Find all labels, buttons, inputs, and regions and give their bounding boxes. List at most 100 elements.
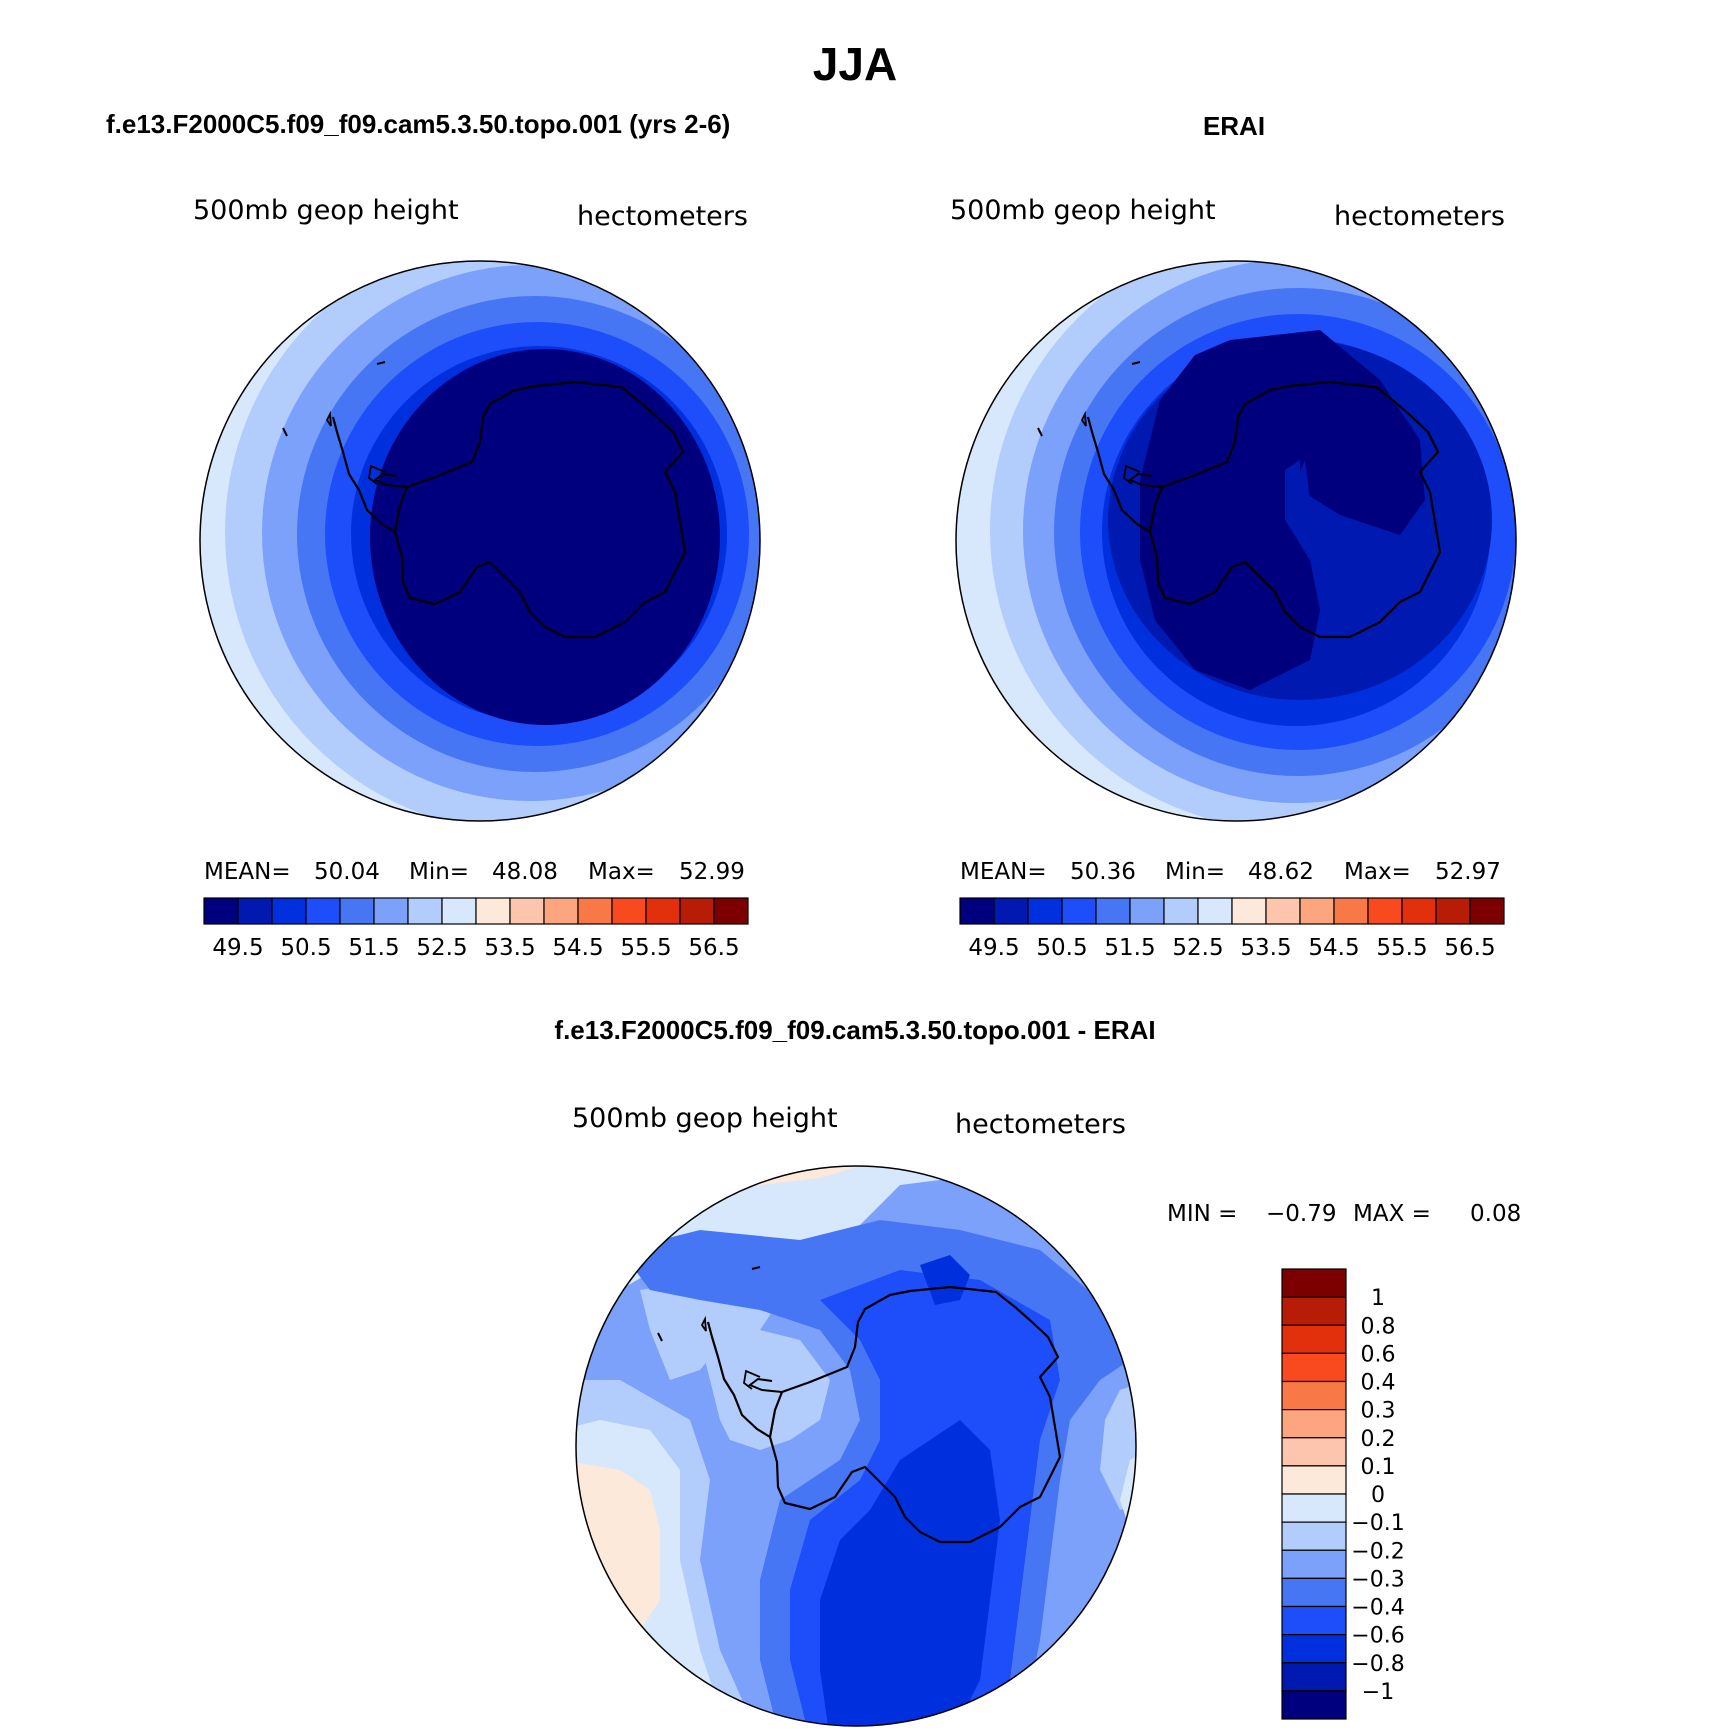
stat-min-value: 48.08 xyxy=(492,859,558,885)
colorbar-tick-label: 0.2 xyxy=(1361,1427,1396,1452)
colorbar-tick-label: 52.5 xyxy=(1172,935,1223,961)
colorbar-tick-label: 51.5 xyxy=(348,935,399,961)
figure-title: JJA xyxy=(813,38,897,90)
colorbar-tick-label: 0.6 xyxy=(1361,1342,1396,1367)
colorbar-swatch xyxy=(1061,897,1097,925)
colorbar-swatch xyxy=(407,897,443,925)
colorbar-tick-label: 55.5 xyxy=(1376,935,1427,961)
panel-model-units-label: hectometers xyxy=(577,201,748,232)
colorbar-swatch xyxy=(1281,1690,1347,1720)
panel-obs-case-title: ERAI xyxy=(1203,111,1265,141)
colorbar-tick-label: 49.5 xyxy=(968,935,1019,961)
colorbar-model: 49.5 50.5 51.5 52.5 53.5 54.5 55.5 56.5 xyxy=(203,897,749,961)
colorbar-tick-label: −0.8 xyxy=(1351,1652,1404,1677)
stat-min-label: Min= xyxy=(409,859,469,885)
contour-band xyxy=(820,1420,1000,1726)
colorbar-swatch xyxy=(1163,897,1199,925)
colorbar-swatch xyxy=(1281,1409,1347,1439)
colorbar-tick-label: 54.5 xyxy=(552,935,603,961)
colorbar-swatch xyxy=(1281,1296,1347,1326)
colorbar-swatch xyxy=(1281,1577,1347,1608)
panel-model: f.e13.F2000C5.f09_f09.cam5.3.50.topo.001… xyxy=(106,109,761,961)
contour-band xyxy=(1100,1380,1136,1510)
contour-band xyxy=(370,349,720,725)
colorbar-swatch xyxy=(543,897,579,925)
colorbar-swatch xyxy=(577,897,613,925)
colorbar-tick-label: 52.5 xyxy=(416,935,467,961)
colorbar-tick-label: −1 xyxy=(1362,1680,1394,1705)
panel-diff-units-label: hectometers xyxy=(955,1109,1126,1140)
colorbar-swatch xyxy=(1027,897,1063,925)
colorbar-swatch xyxy=(203,897,239,925)
colorbar-tick-label: 50.5 xyxy=(280,935,331,961)
panel-diff-variable-label: 500mb geop height xyxy=(572,1103,838,1134)
stat-max-value: 52.99 xyxy=(679,859,745,885)
map-boundary xyxy=(199,260,761,822)
panel-diff: f.e13.F2000C5.f09_f09.cam5.3.50.topo.001… xyxy=(554,1015,1521,1727)
colorbar-swatch xyxy=(1281,1437,1347,1467)
colorbar-swatch xyxy=(1299,897,1335,925)
colorbar-diff: 1 0.8 0.6 0.4 0.3 0.2 0.1 0 −0.1 −0.2 −0.3 −0.4 −0.6… xyxy=(1281,1268,1405,1720)
colorbar-tick-label: 49.5 xyxy=(212,935,263,961)
colorbar-swatch xyxy=(1401,897,1437,925)
colorbar-swatch xyxy=(237,897,273,925)
stat-min-label: Min= xyxy=(1165,859,1225,885)
colorbar-swatch xyxy=(1367,897,1403,925)
colorbar-tick-label: 53.5 xyxy=(1240,935,1291,961)
stat-min-label: MIN = xyxy=(1167,1201,1237,1227)
stat-min-value: −0.79 xyxy=(1266,1201,1336,1227)
stat-max-label: MAX = xyxy=(1353,1201,1431,1227)
colorbar-tick-label: 55.5 xyxy=(620,935,671,961)
panel-obs-variable-label: 500mb geop height xyxy=(950,195,1216,226)
stat-max-value: 0.08 xyxy=(1470,1201,1521,1227)
stat-max-value: 52.97 xyxy=(1435,859,1501,885)
colorbar-swatch xyxy=(1281,1634,1347,1664)
colorbar-swatch xyxy=(1281,1605,1347,1636)
colorbar-swatch xyxy=(475,897,511,925)
panel-diff-case-title: f.e13.F2000C5.f09_f09.cam5.3.50.topo.001… xyxy=(554,1015,1155,1045)
colorbar-tick-label: −0.2 xyxy=(1351,1539,1404,1564)
map-boundary xyxy=(575,1165,1137,1727)
colorbar-swatch xyxy=(713,897,749,925)
colorbar-swatch xyxy=(1281,1493,1347,1523)
colorbar-tick-label: 0.8 xyxy=(1361,1314,1396,1339)
colorbar-tick-label: 53.5 xyxy=(484,935,535,961)
colorbar-swatch xyxy=(1231,897,1267,925)
colorbar-swatch xyxy=(1265,897,1301,925)
panel-obs: ERAI 500mb geop height hectometers MEAN=… xyxy=(950,111,1517,961)
stats-model: MEAN= 50.04 Min= 48.08 Max= 52.99 xyxy=(204,859,745,885)
colorbar-swatch xyxy=(1281,1352,1347,1383)
colorbar-tick-label: 0.3 xyxy=(1361,1399,1396,1424)
colorbar-swatch xyxy=(271,897,307,925)
panel-model-variable-label: 500mb geop height xyxy=(193,195,459,226)
colorbar-tick-label: −0.3 xyxy=(1351,1567,1404,1592)
stat-max-label: Max= xyxy=(1344,859,1411,885)
panel-obs-units-label: hectometers xyxy=(1334,201,1505,232)
stats-diff: MIN = −0.79 MAX = 0.08 xyxy=(1167,1201,1521,1227)
contour-band xyxy=(1140,330,1425,690)
map-obs xyxy=(955,260,1517,822)
colorbar-tick-label: −0.4 xyxy=(1351,1596,1404,1621)
colorbar-tick-label: 0 xyxy=(1371,1483,1385,1508)
colorbar-swatch xyxy=(1435,897,1471,925)
colorbar-tick-label: 56.5 xyxy=(1444,935,1495,961)
colorbar-swatch xyxy=(611,897,647,925)
colorbar-swatch xyxy=(1197,897,1233,925)
stat-min-value: 48.62 xyxy=(1248,859,1314,885)
colorbar-swatch xyxy=(679,897,715,925)
colorbar-tick-label: 54.5 xyxy=(1308,935,1359,961)
stat-max-label: Max= xyxy=(588,859,655,885)
colorbar-tick-label: 51.5 xyxy=(1104,935,1155,961)
colorbar-obs: 49.5 50.5 51.5 52.5 53.5 54.5 55.5 56.5 xyxy=(959,897,1505,961)
stat-mean-value: 50.36 xyxy=(1070,859,1136,885)
contour-band xyxy=(920,1255,970,1305)
stat-mean-label: MEAN= xyxy=(204,859,291,885)
colorbar-swatch xyxy=(1281,1521,1347,1551)
map-diff xyxy=(575,1165,1137,1727)
colorbar-swatch xyxy=(339,897,375,925)
colorbar-swatch xyxy=(509,897,545,925)
colorbar-tick-label: 0.1 xyxy=(1361,1455,1396,1480)
colorbar-swatch xyxy=(1281,1549,1347,1579)
colorbar-tick-label: −0.6 xyxy=(1351,1624,1404,1649)
